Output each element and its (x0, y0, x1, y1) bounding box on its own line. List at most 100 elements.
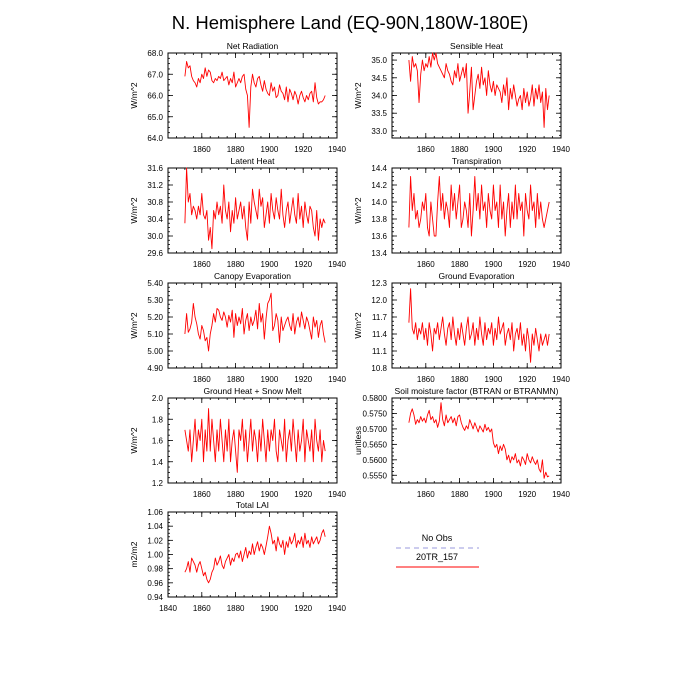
series-line-20tr-157 (184, 167, 326, 250)
y-tick-label: 1.8 (152, 415, 164, 424)
y-tick-label: 0.94 (147, 593, 163, 602)
y-tick-label: 5.10 (147, 330, 163, 339)
x-tick-label: 1880 (227, 490, 245, 499)
panel-total-lai: Total LAI 1840 1860 1880 1900 1920 1940 0.94 0.9… (129, 500, 346, 613)
x-tick-label: 1920 (294, 604, 312, 613)
x-tick-label: 1920 (294, 375, 312, 384)
x-tick-label: 1860 (417, 375, 435, 384)
x-tick-label: 1860 (193, 490, 211, 499)
y-tick-label: 0.5600 (363, 456, 388, 465)
y-tick-label: 1.02 (147, 536, 163, 545)
y-tick-label: 64.0 (147, 134, 163, 143)
series-line-20tr-157 (408, 176, 550, 237)
x-tick-label: 1900 (261, 375, 279, 384)
legend-label-20tr-157: 20TR_157 (416, 552, 458, 562)
y-tick-label: 10.8 (371, 364, 387, 373)
x-tick-label: 1940 (552, 145, 570, 154)
x-tick-label: 1920 (518, 260, 536, 269)
y-tick-label: 12.0 (371, 296, 387, 305)
panel-title: Ground Heat + Snow Melt (203, 386, 302, 396)
x-tick-label: 1880 (227, 604, 245, 613)
x-tick-label: 1920 (294, 260, 312, 269)
y-tick-label: 11.7 (372, 313, 388, 322)
y-tick-label: 1.2 (152, 479, 164, 488)
y-tick-label: 66.0 (147, 92, 163, 101)
x-tick-label: 1940 (552, 375, 570, 384)
panel-title: Ground Evaporation (438, 271, 514, 281)
y-tick-label: 13.8 (371, 215, 387, 224)
y-tick-label: 1.06 (147, 508, 163, 517)
x-tick-label: 1940 (328, 604, 346, 613)
x-tick-label: 1840 (159, 604, 177, 613)
x-tick-label: 1860 (193, 145, 211, 154)
y-tick-label: 2.0 (152, 394, 164, 403)
y-tick-label: 13.4 (371, 249, 387, 258)
series-line-20tr-157 (408, 402, 550, 479)
y-tick-label: 5.30 (147, 296, 163, 305)
y-axis-label: W/m^2 (129, 197, 139, 223)
plot-frame (391, 282, 562, 369)
x-tick-label: 1920 (518, 490, 536, 499)
y-tick-label: 0.5650 (363, 440, 388, 449)
x-tick-label: 1900 (485, 260, 503, 269)
x-tick-label: 1860 (417, 145, 435, 154)
x-tick-label: 1920 (518, 375, 536, 384)
x-tick-label: 1940 (328, 145, 346, 154)
y-tick-label: 11.1 (372, 347, 388, 356)
panel-title: Net Radiation (227, 41, 279, 51)
y-tick-label: 5.00 (147, 347, 163, 356)
series-line-20tr-157 (408, 288, 550, 363)
plot-frame (391, 397, 562, 484)
x-tick-label: 1860 (417, 260, 435, 269)
y-axis-label: W/m^2 (129, 82, 139, 108)
y-tick-label: 31.2 (147, 181, 163, 190)
y-axis-label: m2/m2 (129, 541, 139, 567)
panel-title: Sensible Heat (450, 41, 504, 51)
y-tick-label: 14.2 (371, 181, 387, 190)
x-tick-label: 1940 (328, 375, 346, 384)
y-tick-label: 68.0 (147, 49, 163, 58)
panels-group: Net Radiation 1860 1880 1900 1920 1940 64.0 65.… (129, 41, 570, 613)
series-line-20tr-157 (408, 52, 550, 128)
y-tick-label: 30.4 (147, 215, 163, 224)
y-axis-label: W/m^2 (129, 427, 139, 453)
series-line-20tr-157 (184, 525, 326, 584)
x-tick-label: 1900 (261, 490, 279, 499)
y-tick-label: 1.4 (152, 458, 164, 467)
y-tick-label: 0.96 (147, 579, 163, 588)
x-tick-label: 1940 (552, 490, 570, 499)
x-tick-label: 1920 (294, 145, 312, 154)
y-tick-label: 5.40 (147, 279, 163, 288)
x-tick-label: 1880 (227, 260, 245, 269)
y-tick-label: 14.4 (371, 164, 387, 173)
x-tick-label: 1900 (261, 260, 279, 269)
x-tick-label: 1900 (485, 375, 503, 384)
y-tick-label: 0.5550 (363, 471, 388, 480)
panel-title: Transpiration (452, 156, 502, 166)
plot-frame (391, 52, 562, 139)
y-axis-label: W/m^2 (353, 82, 363, 108)
y-tick-label: 12.3 (371, 279, 387, 288)
y-tick-label: 1.04 (147, 522, 163, 531)
y-tick-label: 4.90 (147, 364, 163, 373)
figure-title: N. Hemisphere Land (EQ-90N,180W-180E) (172, 12, 528, 33)
x-tick-label: 1940 (328, 260, 346, 269)
panel-transpiration: Transpiration 1860 1880 1900 1920 1940 13.4 13.… (353, 156, 570, 269)
y-tick-label: 0.5800 (363, 394, 388, 403)
y-tick-label: 35.0 (371, 56, 387, 65)
legend-label-no-obs: No Obs (422, 533, 453, 543)
y-tick-label: 1.00 (147, 551, 163, 560)
y-tick-label: 30.8 (147, 198, 163, 207)
y-tick-label: 29.6 (147, 249, 163, 258)
y-tick-label: 0.5700 (363, 425, 388, 434)
panel-title: Total LAI (236, 500, 269, 510)
y-tick-label: 33.0 (371, 127, 387, 136)
panel-soil-moisture-factor: Soil moisture factor (BTRAN or BTRANMN) 1… (353, 386, 570, 499)
y-axis-label: W/m^2 (353, 197, 363, 223)
panel-title: Soil moisture factor (BTRAN or BTRANMN) (395, 386, 559, 396)
panel-sensible-heat: Sensible Heat 1860 1880 1900 1920 1940 33.0 33.… (353, 41, 570, 154)
x-tick-label: 1880 (451, 375, 469, 384)
legend: No Obs 20TR_157 (396, 533, 479, 568)
y-tick-label: 11.4 (372, 330, 388, 339)
x-tick-label: 1900 (485, 490, 503, 499)
